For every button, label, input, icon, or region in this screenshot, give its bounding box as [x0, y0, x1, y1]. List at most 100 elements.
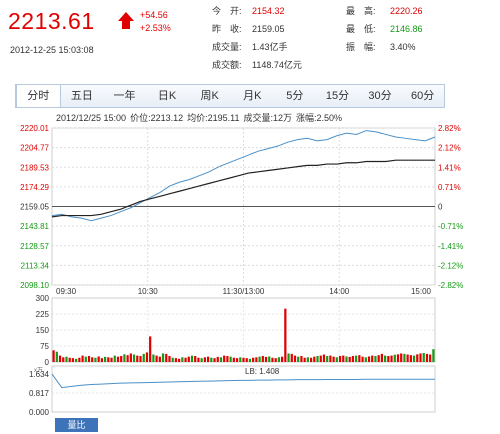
volume-bar [297, 356, 300, 362]
volume-bar [120, 356, 123, 362]
volume-ratio-tab[interactable]: 量比 [55, 418, 98, 432]
volume-bar [210, 357, 213, 362]
volume-bar [284, 308, 287, 362]
volume-bar [100, 358, 103, 362]
volume-bar [184, 357, 187, 362]
x-tick-label: 10:30 [138, 287, 159, 296]
volume-bar [377, 355, 380, 362]
y-left-tick-label: 2220.01 [20, 124, 49, 133]
volume-bar [155, 355, 158, 362]
volume-bar [187, 356, 190, 362]
period-tabs: 分时 五日 一年 日K 周K 月K 5分 15分 30分 60分 [15, 84, 445, 108]
volume-bar [142, 353, 145, 362]
y-left-tick-label: 2143.81 [20, 222, 49, 231]
volume-bar [329, 355, 332, 362]
volume-bar [190, 355, 194, 362]
volume-bar [309, 357, 313, 362]
volume-bar [261, 356, 264, 362]
price-change: +54.56 +2.53% [140, 9, 171, 35]
tab-daily-k[interactable]: 日K [157, 90, 177, 102]
volume-bar [194, 356, 197, 362]
volume-bar [393, 354, 396, 362]
volume-bar [316, 356, 319, 362]
tab-30min[interactable]: 30分 [368, 90, 392, 102]
volume-bar [139, 356, 142, 362]
info-avg: 均价:2195.11 [187, 113, 240, 123]
change-value: +54.56 [140, 10, 168, 20]
stat-low: 最 低: 2146.86 [346, 24, 423, 34]
volume-bar [245, 358, 248, 362]
volume-bar [303, 357, 306, 362]
chart-info-bar: 2012/12/25 15:00 价位:2213.12 均价:2195.11 成交量:… [56, 111, 346, 124]
tab-5day[interactable]: 五日 [70, 90, 93, 102]
lb-tick-label: 0.000 [29, 408, 50, 417]
volume-bar [409, 355, 412, 362]
volume-bar [348, 356, 351, 362]
volume-bar [364, 357, 367, 362]
tab-monthly-k[interactable]: 月K [243, 90, 262, 102]
volume-bar [75, 358, 78, 362]
tab-1year[interactable]: 一年 [113, 90, 136, 102]
y-left-tick-label: 2159.05 [20, 203, 49, 212]
volume-bar [165, 353, 168, 362]
volume-bar [277, 357, 281, 362]
y-left-tick-label: 2189.53 [20, 163, 49, 172]
volume-bar [158, 356, 161, 362]
tab-15min[interactable]: 15分 [325, 90, 350, 102]
volume-bar [306, 357, 309, 362]
volume-bar [52, 350, 55, 362]
up-arrow-icon [118, 12, 134, 21]
volume-bar [290, 353, 293, 362]
info-price: 价位:2213.12 [130, 113, 184, 123]
volume-bar [342, 355, 345, 362]
volume-bar [239, 357, 242, 362]
volume-bar [429, 354, 432, 362]
volume-bar [113, 355, 116, 362]
x-tick-label: 11:30/13:00 [223, 287, 265, 296]
volume-bar [406, 354, 409, 362]
stat-open: 今 开: 2154.32 [212, 6, 285, 16]
info-volume: 成交量:12万 [243, 113, 293, 123]
volume-tick-label: 0 [45, 358, 50, 367]
volume-bar [129, 353, 132, 362]
volume-bar [81, 355, 84, 362]
volume-bar [387, 356, 390, 362]
volume-bar [351, 356, 355, 362]
volume-bar [287, 353, 290, 362]
volume-bar [203, 357, 206, 362]
volume-bar [219, 357, 223, 362]
stat-amount: 成交额: 1148.74亿元 [212, 60, 302, 70]
volume-bar [97, 356, 100, 362]
volume-bar [174, 358, 178, 362]
volume-bar [400, 353, 403, 362]
tab-60min[interactable]: 60分 [411, 90, 435, 102]
volume-bar [235, 358, 239, 362]
avg-price-line [51, 159, 435, 218]
volume-bar [116, 356, 120, 362]
lb-tick-label: 0.817 [29, 389, 50, 398]
tab-intraday[interactable]: 分时 [16, 85, 61, 107]
x-tick-label: 09:30 [56, 287, 77, 296]
x-tick-label: 15:00 [411, 287, 432, 296]
volume-bar [94, 357, 97, 362]
y-right-tick-label: 2.12% [438, 144, 461, 153]
volume-bar [242, 357, 245, 362]
volume-bar [58, 355, 62, 362]
volume-tick-label: 150 [36, 326, 50, 335]
lb-title: LB: 1.408 [245, 367, 280, 376]
tab-5min[interactable]: 5分 [286, 90, 304, 102]
info-pct: 涨幅:2.50% [296, 113, 343, 123]
tab-weekly-k[interactable]: 周K [200, 90, 219, 102]
volume-bar [268, 356, 271, 362]
volume-tick-label: 300 [36, 294, 50, 303]
volume-bar [161, 353, 165, 362]
volume-bar [332, 356, 335, 362]
volume-bar [326, 356, 329, 362]
volume-bar [110, 357, 113, 362]
volume-bar [422, 353, 425, 362]
volume-bar [338, 356, 342, 362]
volume-bar [216, 356, 219, 362]
volume-bar [107, 357, 110, 362]
volume-bar [271, 357, 274, 362]
